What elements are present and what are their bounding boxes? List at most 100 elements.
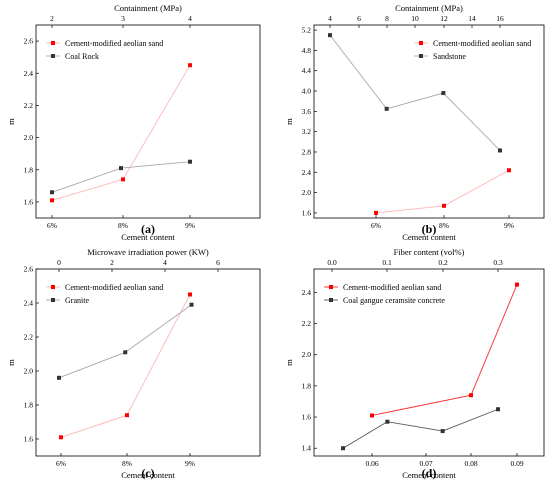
panel-b-series-2-point [498,148,502,153]
panel-a-ytick-label: 2.4 [24,69,34,78]
panel-d-legend-label: Coal gangue ceramsite concrete [343,296,445,305]
panel-c-x-axis-title: Cement content [121,470,175,480]
panel-a-x-axis-title: Cement content [121,232,175,242]
panel-d-ytick-label: 2.2 [302,319,312,328]
panel-b-legend-label: Cement-modified aeolian sand [433,39,531,48]
panel-c-top-tick-label: 2 [110,258,114,267]
panel-b-ytick-label: 4.8 [302,46,312,55]
panel-b-top-axis-title: Containment (MPa) [395,3,463,13]
panel-b-ytick-label: 5.2 [302,26,312,35]
panel-d-legend-marker [329,285,333,289]
panel-c: 1.6 1.8 2.0 2.2 2.4 2.6 6% 8% 9% 0 2 4 6 Microwave ir… [6,247,261,480]
panel-a-top-tick-label: 4 [188,14,192,23]
panel-c-ytick-label: 1.6 [24,435,34,444]
panel-b-series-1-point [507,168,511,173]
panel-c-top-tick-label: 6 [216,258,220,267]
panel-b-xtick-label: 9% [504,221,514,230]
panel-b-top-tick-label: 14 [468,14,476,23]
panel-c-label: (c) [141,466,154,480]
panel-a-series-2-point [50,190,54,195]
panel-a-top-tick-label: 2 [50,14,54,23]
panel-d: 1.4 1.6 1.8 2.0 2.2 2.4 0.06 0.07 0.08 0.09 0.0 0.1… [284,247,545,480]
panel-a-frame [35,24,261,219]
panel-d-series-2-point [496,407,500,412]
panel-d-label: (d) [422,466,437,480]
panel-c-legend-marker [51,298,55,302]
panel-b-xtick-label: 8% [439,221,449,230]
panel-c-legend-label: Granite [65,296,89,305]
panel-b-ytick-label: 4.0 [302,87,312,96]
panel-b-top-tick-label: 12 [440,14,448,23]
panel-b-top-tick-label: 4 [328,14,332,23]
panel-c-xtick-label: 6% [56,459,66,468]
panel-c-xtick-label: 9% [185,459,195,468]
panel-b-series-2-point [441,91,446,96]
panel-d-series-2-point [440,429,445,434]
panel-d-legend-label: Cement-modified aeolian sand [343,283,441,292]
panel-d-series-1-point [515,282,519,287]
panel-b-ytick-label: 2.8 [302,147,312,156]
panel-c-xtick-label: 8% [122,459,132,468]
panel-b-legend-marker [419,54,423,58]
panel-c-ytick-label: 2.0 [24,367,34,376]
panel-d-series-1-point [469,393,473,398]
panel-a-xtick-label: 9% [185,221,195,230]
panel-d-ytick-label: 1.4 [302,444,312,453]
panel-d-ytick-label: 1.6 [302,413,312,422]
panel-b-y-axis-title: m [284,118,294,125]
panel-b-ytick-label: 3.6 [302,107,312,116]
panel-a-label: (a) [141,222,155,236]
panel-a-top-tick-label: 3 [121,14,125,23]
panel-b-top-tick-label: 6 [357,14,361,23]
panel-a-ytick-label: 2.2 [24,101,34,110]
panel-c-series-1-point [59,435,63,440]
panel-c-top-tick-label: 4 [163,258,167,267]
panel-d-top-tick-label: 0.1 [382,258,392,267]
panel-b-series-1-point [442,203,446,208]
panel-a: 1.6 1.8 2.0 2.2 2.4 2.6 6% 8% 9% 2 3 4 Containment (… [6,3,261,242]
panel-c-ytick-label: 2.4 [24,299,34,308]
panel-d-top-tick-label: 0.0 [327,258,337,267]
panel-a-xtick-label: 8% [118,221,128,230]
panel-c-top-tick-label: 0 [57,258,61,267]
panel-d-ytick-label: 2.0 [302,350,312,359]
panel-b-frame [313,24,545,219]
panel-b-series-2-line [329,34,501,151]
panel-a-series-2-point [119,166,123,171]
panel-c-series-2-point [189,302,194,307]
panel-a-series-1-point [121,177,125,182]
panel-c-ytick-label: 2.6 [24,265,34,274]
panel-c-series-1-point [125,413,129,418]
panel-d-frame [313,268,545,457]
panel-b-x-axis-title: Cement content [402,232,456,242]
panel-d-series-1-point [370,413,374,418]
panel-a-ytick-label: 1.8 [24,165,34,174]
panel-d-series-2-line [342,408,499,449]
panel-c-legend-marker [51,285,55,289]
panel-d-legend-marker [329,298,333,302]
panel-a-top-axis-title: Containment (MPa) [114,3,182,13]
panel-c-series-2-line [58,304,192,379]
panel-d-top-tick-label: 0.3 [493,258,503,267]
panel-d-xtick-label: 0.08 [464,459,477,468]
panel-b-series-2-point [328,33,332,38]
panel-a-legend-label: Coal Rock [65,52,99,61]
panel-d-top-tick-label: 0.2 [438,258,448,267]
panel-d-series-2-point [385,419,390,424]
panel-b-xtick-label: 6% [371,221,381,230]
panel-a-legend-marker [51,54,55,58]
panel-d-y-axis-title: m [284,359,294,366]
panel-b-legend-marker [419,41,423,45]
panel-a-ytick-label: 2.0 [24,133,34,142]
panel-d-ytick-label: 1.8 [302,381,312,390]
panel-d-series-2-point [341,446,346,451]
panel-b-top-tick-label: 16 [496,14,504,23]
panel-a-ytick-label: 2.6 [24,37,34,46]
panel-b-legend-label: Sandstone [433,52,466,61]
panel-d-xtick-label: 0.07 [419,459,432,468]
panel-a-y-axis-title: m [6,118,16,125]
panel-a-series-2-point [188,159,192,164]
panel-d-xtick-label: 0.09 [510,459,523,468]
panel-a-series-1-point [188,63,192,68]
